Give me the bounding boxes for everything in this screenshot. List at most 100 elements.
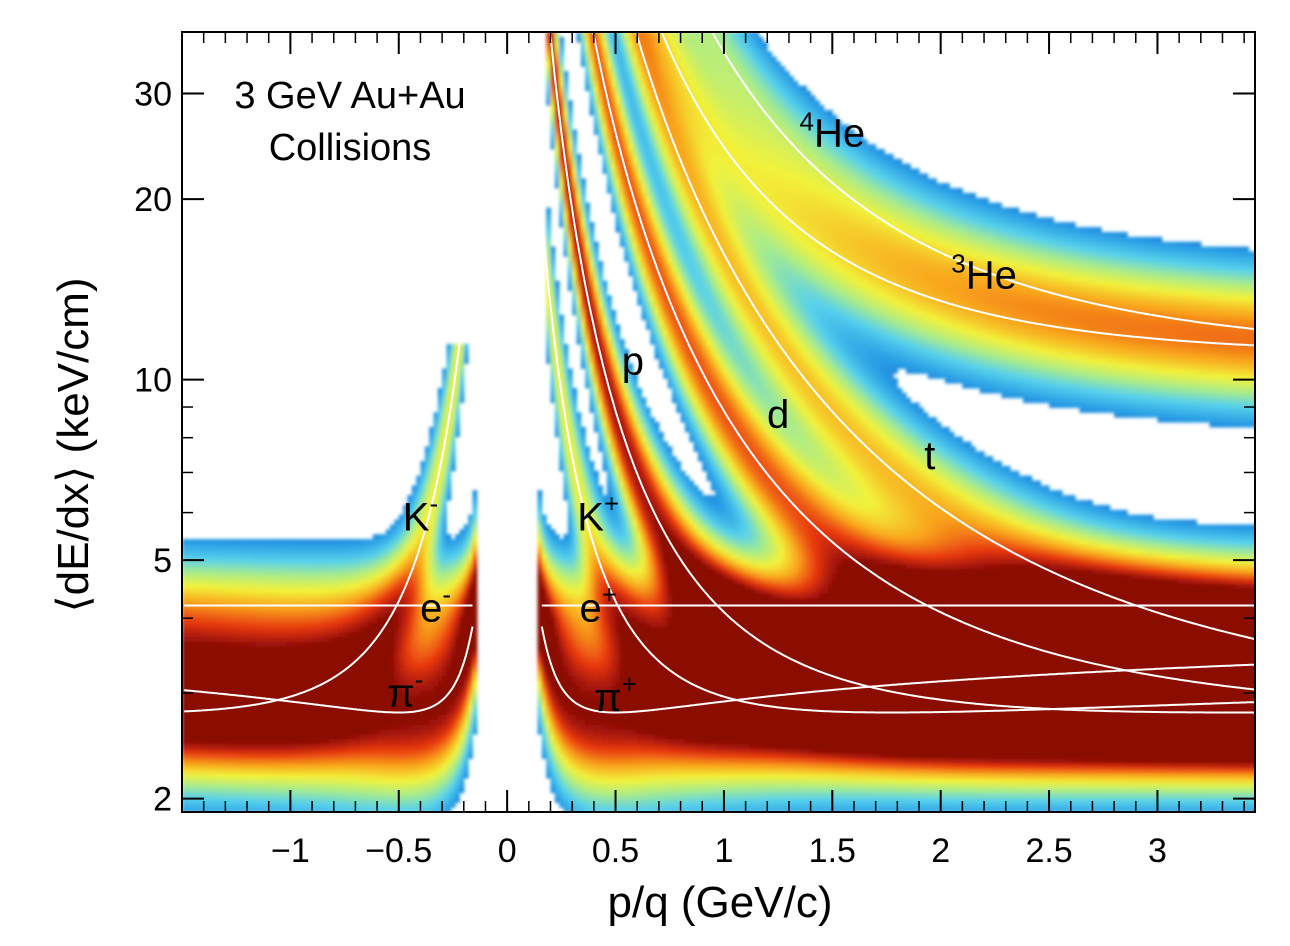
heatmap-cell xyxy=(221,646,226,652)
heatmap-cell xyxy=(390,797,395,803)
heatmap-cell xyxy=(238,754,243,760)
heatmap-cell xyxy=(360,768,365,774)
heatmap-cell xyxy=(373,646,378,652)
heatmap-cell xyxy=(321,637,326,643)
heatmap-cell xyxy=(342,544,347,550)
heatmap-cell xyxy=(429,788,434,794)
heatmap-cell xyxy=(238,783,243,789)
heatmap-cell xyxy=(251,622,256,628)
heatmap-cell xyxy=(464,685,469,691)
heatmap-cell xyxy=(464,359,469,365)
heatmap-cell xyxy=(551,544,556,550)
heatmap-cell xyxy=(342,598,347,604)
heatmap-cell xyxy=(368,802,373,808)
heatmap-cell xyxy=(295,719,300,725)
heatmap-cell xyxy=(225,661,230,667)
heatmap-cell xyxy=(399,758,404,764)
heatmap-cell xyxy=(464,578,469,584)
heatmap-cell xyxy=(195,583,200,589)
heatmap-cell xyxy=(364,729,369,735)
heatmap-cell xyxy=(420,768,425,774)
heatmap-cell xyxy=(225,754,230,760)
heatmap-cell xyxy=(412,788,417,794)
heatmap-cell xyxy=(295,607,300,613)
heatmap-cell xyxy=(451,456,456,462)
heatmap-cell xyxy=(186,700,191,706)
heatmap-cell xyxy=(429,729,434,735)
heatmap-cell xyxy=(360,578,365,584)
heatmap-cell xyxy=(208,559,213,565)
heatmap-cell xyxy=(217,593,222,599)
heatmap-cell xyxy=(473,651,478,657)
heatmap-cell xyxy=(238,578,243,584)
heatmap-cell xyxy=(195,749,200,755)
heatmap-cell xyxy=(204,646,209,652)
heatmap-cell xyxy=(425,573,430,579)
heatmap-cell xyxy=(286,671,291,677)
heatmap-cell xyxy=(221,578,226,584)
heatmap-cell xyxy=(264,788,269,794)
heatmap-cell xyxy=(338,646,343,652)
heatmap-cell xyxy=(373,583,378,589)
heatmap-cell xyxy=(434,437,439,443)
heatmap-cell xyxy=(360,778,365,784)
heatmap-cell xyxy=(234,641,239,647)
heatmap-cell xyxy=(390,544,395,550)
heatmap-cell xyxy=(251,768,256,774)
heatmap-cell xyxy=(269,685,274,691)
heatmap-cell xyxy=(208,685,213,691)
heatmap-cell xyxy=(368,783,373,789)
heatmap-cell xyxy=(377,793,382,799)
heatmap-cell xyxy=(299,598,304,604)
heatmap-cell xyxy=(355,646,360,652)
heatmap-cell xyxy=(308,783,313,789)
heatmap-cell xyxy=(260,563,265,569)
heatmap-cell xyxy=(273,612,278,618)
heatmap-cell xyxy=(342,573,347,579)
heatmap-cell xyxy=(360,793,365,799)
heatmap-cell xyxy=(342,656,347,662)
heatmap-cell xyxy=(217,729,222,735)
heatmap-cell xyxy=(386,773,391,779)
heatmap-cell xyxy=(260,578,265,584)
heatmap-cell xyxy=(295,676,300,682)
heatmap-cell xyxy=(551,685,556,691)
heatmap-cell xyxy=(447,442,452,448)
heatmap-cell xyxy=(303,797,308,803)
heatmap-cell xyxy=(208,578,213,584)
heatmap-cell xyxy=(455,758,460,764)
heatmap-cell xyxy=(368,695,373,701)
heatmap-cell xyxy=(538,602,543,608)
heatmap-cell xyxy=(364,544,369,550)
heatmap-cell xyxy=(225,568,230,574)
heatmap-cell xyxy=(373,554,378,560)
heatmap-cell xyxy=(221,627,226,633)
heatmap-cell xyxy=(551,393,556,399)
heatmap-cell xyxy=(186,763,191,769)
heatmap-cell xyxy=(204,549,209,555)
heatmap-cell xyxy=(347,559,352,565)
heatmap-cell xyxy=(420,724,425,730)
heatmap-cell xyxy=(473,617,478,623)
heatmap-cell xyxy=(321,671,326,677)
heatmap-cell xyxy=(460,719,465,725)
heatmap-cell xyxy=(468,685,473,691)
heatmap-cell xyxy=(460,734,465,740)
heatmap-cell xyxy=(559,778,564,784)
heatmap-cell xyxy=(377,754,382,760)
heatmap-cell xyxy=(438,744,443,750)
heatmap-cell xyxy=(321,768,326,774)
heatmap-cell xyxy=(377,778,382,784)
heatmap-cell xyxy=(455,754,460,760)
heatmap-cell xyxy=(299,676,304,682)
heatmap-cell xyxy=(464,559,469,565)
heatmap-cell xyxy=(460,763,465,769)
heatmap-cell xyxy=(546,354,551,360)
heatmap-cell xyxy=(208,715,213,721)
heatmap-cell xyxy=(286,607,291,613)
heatmap-cell xyxy=(277,651,282,657)
heatmap-cell xyxy=(329,690,334,696)
heatmap-cell xyxy=(342,632,347,638)
heatmap-cell xyxy=(360,563,365,569)
heatmap-cell xyxy=(230,802,235,808)
